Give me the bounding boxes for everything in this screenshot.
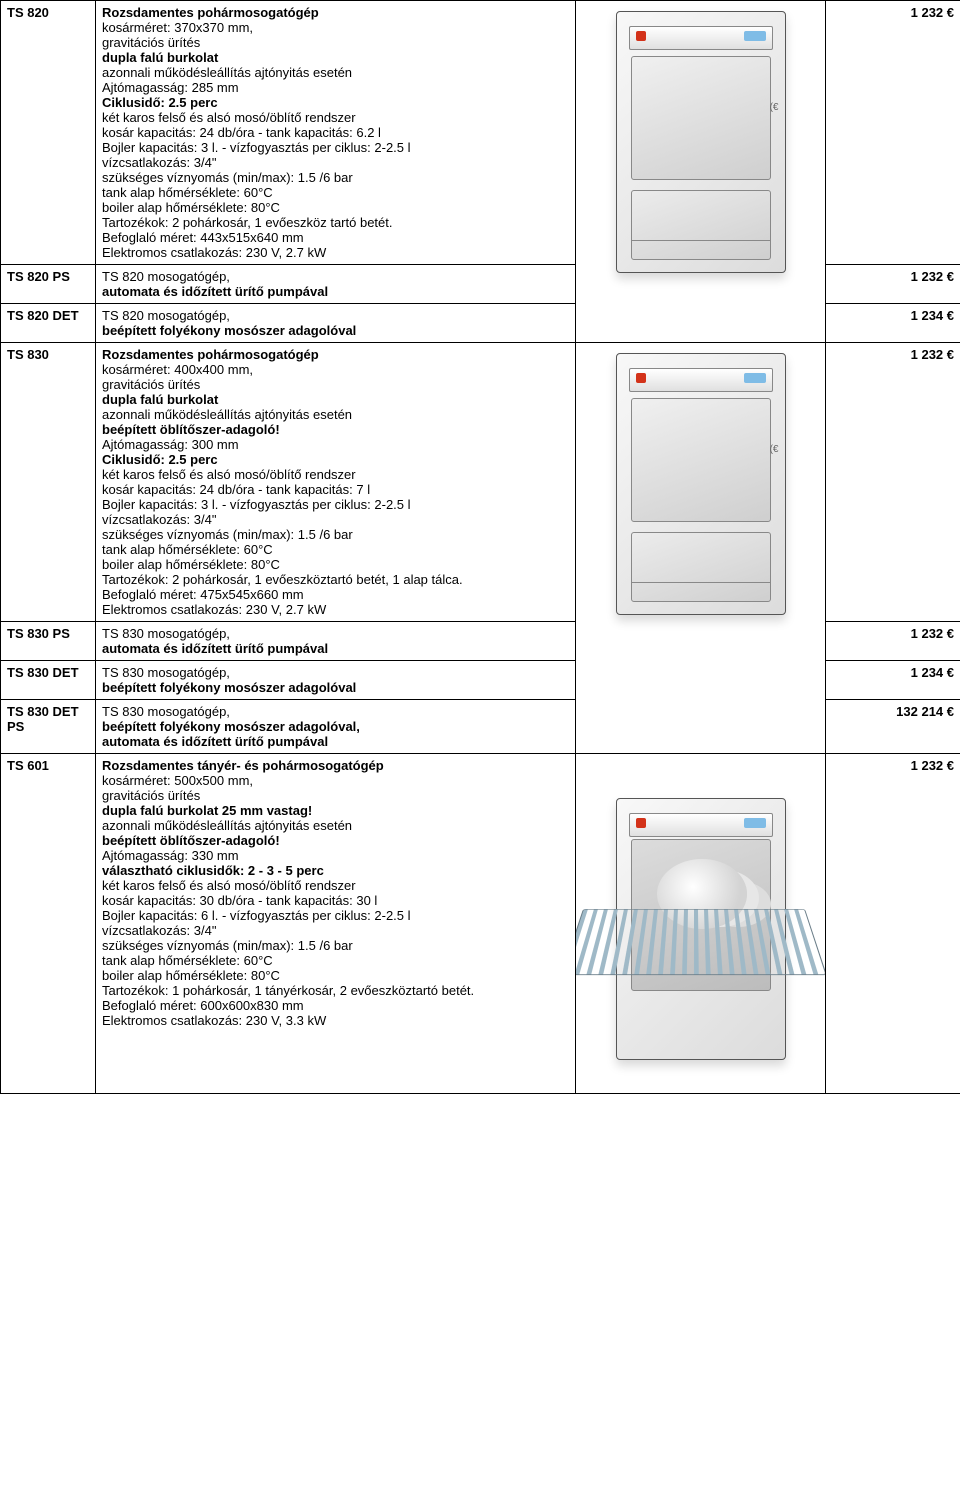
- product-description: TS 820 mosogatógép,automata és időzített…: [96, 265, 576, 304]
- dishwasher-open-illustration: [616, 798, 786, 1060]
- product-code: TS 830 DET: [1, 661, 96, 700]
- description-line: kosár kapacitás: 24 db/óra - tank kapaci…: [102, 482, 569, 497]
- description-line: kosárméret: 370x370 mm,: [102, 20, 569, 35]
- dishwasher-illustration: (€: [616, 353, 786, 615]
- description-line: beépített öblítőszer-adagoló!: [102, 422, 569, 437]
- description-line: vízcsatlakozás: 3/4": [102, 923, 569, 938]
- description-line: azonnali működésleállítás ajtónyitás ese…: [102, 407, 569, 422]
- description-line: Elektromos csatlakozás: 230 V, 3.3 kW: [102, 1013, 569, 1028]
- product-description: Rozsdamentes tányér- és pohármosogatógép…: [96, 754, 576, 1094]
- product-code: TS 830: [1, 343, 96, 622]
- description-line: Rozsdamentes tányér- és pohármosogatógép: [102, 758, 569, 773]
- description-line: beépített folyékony mosószer adagolóval: [102, 680, 569, 695]
- product-price: 1 232 €: [826, 343, 960, 622]
- description-line: Tartozékok: 1 pohárkosár, 1 tányérkosár,…: [102, 983, 569, 998]
- description-line: vízcsatlakozás: 3/4": [102, 512, 569, 527]
- product-description: Rozsdamentes pohármosogatógépkosárméret:…: [96, 343, 576, 622]
- description-line: dupla falú burkolat: [102, 392, 569, 407]
- description-line: Ciklusidő: 2.5 perc: [102, 95, 569, 110]
- description-line: kosárméret: 500x500 mm,: [102, 773, 569, 788]
- product-price: 1 232 €: [826, 1, 960, 265]
- description-line: Rozsdamentes pohármosogatógép: [102, 347, 569, 362]
- product-price: 1 234 €: [826, 661, 960, 700]
- product-row: TS 601 Rozsdamentes tányér- és pohármoso…: [1, 754, 960, 1094]
- product-code: TS 601: [1, 754, 96, 1094]
- description-line: választható ciklusidők: 2 - 3 - 5 perc: [102, 863, 569, 878]
- product-description: TS 820 mosogatógép,beépített folyékony m…: [96, 304, 576, 343]
- description-line: dupla falú burkolat 25 mm vastag!: [102, 803, 569, 818]
- description-line: Bojler kapacitás: 3 l. - vízfogyasztás p…: [102, 140, 569, 155]
- description-line: TS 820 mosogatógép,: [102, 269, 569, 284]
- description-line: automata és időzített ürítő pumpával: [102, 641, 569, 656]
- description-line: két karos felső és alsó mosó/öblítő rend…: [102, 110, 569, 125]
- product-image-cell: (€: [576, 1, 826, 343]
- description-line: szükséges víznyomás (min/max): 1.5 /6 ba…: [102, 527, 569, 542]
- description-line: Tartozékok: 2 pohárkosár, 1 evőeszköz ta…: [102, 215, 569, 230]
- description-line: két karos felső és alsó mosó/öblítő rend…: [102, 467, 569, 482]
- description-line: boiler alap hőmérséklete: 80°C: [102, 557, 569, 572]
- description-line: szükséges víznyomás (min/max): 1.5 /6 ba…: [102, 938, 569, 953]
- description-line: tank alap hőmérséklete: 60°C: [102, 185, 569, 200]
- product-price: 132 214 €: [826, 700, 960, 754]
- description-line: Tartozékok: 2 pohárkosár, 1 evőeszköztar…: [102, 572, 569, 587]
- description-line: Befoglaló méret: 600x600x830 mm: [102, 998, 569, 1013]
- description-line: beépített folyékony mosószer adagolóval: [102, 323, 569, 338]
- product-price: 1 234 €: [826, 304, 960, 343]
- description-line: Ajtómagasság: 285 mm: [102, 80, 569, 95]
- description-line: TS 830 mosogatógép,: [102, 626, 569, 641]
- description-line: boiler alap hőmérséklete: 80°C: [102, 968, 569, 983]
- description-line: Elektromos csatlakozás: 230 V, 2.7 kW: [102, 245, 569, 260]
- description-line: gravitációs ürítés: [102, 788, 569, 803]
- description-line: dupla falú burkolat: [102, 50, 569, 65]
- product-price: 1 232 €: [826, 622, 960, 661]
- description-line: vízcsatlakozás: 3/4": [102, 155, 569, 170]
- product-code: TS 830 PS: [1, 622, 96, 661]
- product-row: TS 830 Rozsdamentes pohármosogatógépkosá…: [1, 343, 960, 622]
- product-table: TS 820 Rozsdamentes pohármosogatógépkosá…: [0, 0, 960, 1094]
- product-code: TS 830 DET PS: [1, 700, 96, 754]
- description-line: Rozsdamentes pohármosogatógép: [102, 5, 569, 20]
- description-line: boiler alap hőmérséklete: 80°C: [102, 200, 569, 215]
- description-line: azonnali működésleállítás ajtónyitás ese…: [102, 818, 569, 833]
- description-line: Befoglaló méret: 475x545x660 mm: [102, 587, 569, 602]
- dishwasher-illustration: (€: [616, 11, 786, 273]
- description-line: gravitációs ürítés: [102, 377, 569, 392]
- product-row: TS 820 Rozsdamentes pohármosogatógépkosá…: [1, 1, 960, 265]
- description-line: Elektromos csatlakozás: 230 V, 2.7 kW: [102, 602, 569, 617]
- description-line: kosár kapacitás: 30 db/óra - tank kapaci…: [102, 893, 569, 908]
- product-description: TS 830 mosogatógép,beépített folyékony m…: [96, 700, 576, 754]
- product-code: TS 820: [1, 1, 96, 265]
- product-description: TS 830 mosogatógép,beépített folyékony m…: [96, 661, 576, 700]
- description-line: két karos felső és alsó mosó/öblítő rend…: [102, 878, 569, 893]
- description-line: TS 830 mosogatógép,: [102, 665, 569, 680]
- description-line: tank alap hőmérséklete: 60°C: [102, 542, 569, 557]
- description-line: beépített öblítőszer-adagoló!: [102, 833, 569, 848]
- description-line: TS 830 mosogatógép,: [102, 704, 569, 719]
- product-price: 1 232 €: [826, 265, 960, 304]
- description-line: kosárméret: 400x400 mm,: [102, 362, 569, 377]
- product-image-cell: (€: [576, 343, 826, 754]
- description-line: automata és időzített ürítő pumpával: [102, 284, 569, 299]
- description-line: beépített folyékony mosószer adagolóval,: [102, 719, 569, 734]
- description-line: TS 820 mosogatógép,: [102, 308, 569, 323]
- product-description: Rozsdamentes pohármosogatógépkosárméret:…: [96, 1, 576, 265]
- description-line: azonnali működésleállítás ajtónyitás ese…: [102, 65, 569, 80]
- product-description: TS 830 mosogatógép,automata és időzített…: [96, 622, 576, 661]
- product-code: TS 820 PS: [1, 265, 96, 304]
- description-line: kosár kapacitás: 24 db/óra - tank kapaci…: [102, 125, 569, 140]
- description-line: Bojler kapacitás: 3 l. - vízfogyasztás p…: [102, 497, 569, 512]
- product-price: 1 232 €: [826, 754, 960, 1094]
- description-line: Befoglaló méret: 443x515x640 mm: [102, 230, 569, 245]
- description-line: szükséges víznyomás (min/max): 1.5 /6 ba…: [102, 170, 569, 185]
- description-line: gravitációs ürítés: [102, 35, 569, 50]
- description-line: tank alap hőmérséklete: 60°C: [102, 953, 569, 968]
- description-line: Ajtómagasság: 330 mm: [102, 848, 569, 863]
- description-line: Ajtómagasság: 300 mm: [102, 437, 569, 452]
- description-line: Ciklusidő: 2.5 perc: [102, 452, 569, 467]
- description-line: automata és időzített ürítő pumpával: [102, 734, 569, 749]
- description-line: Bojler kapacitás: 6 l. - vízfogyasztás p…: [102, 908, 569, 923]
- product-code: TS 820 DET: [1, 304, 96, 343]
- product-image-cell: [576, 754, 826, 1094]
